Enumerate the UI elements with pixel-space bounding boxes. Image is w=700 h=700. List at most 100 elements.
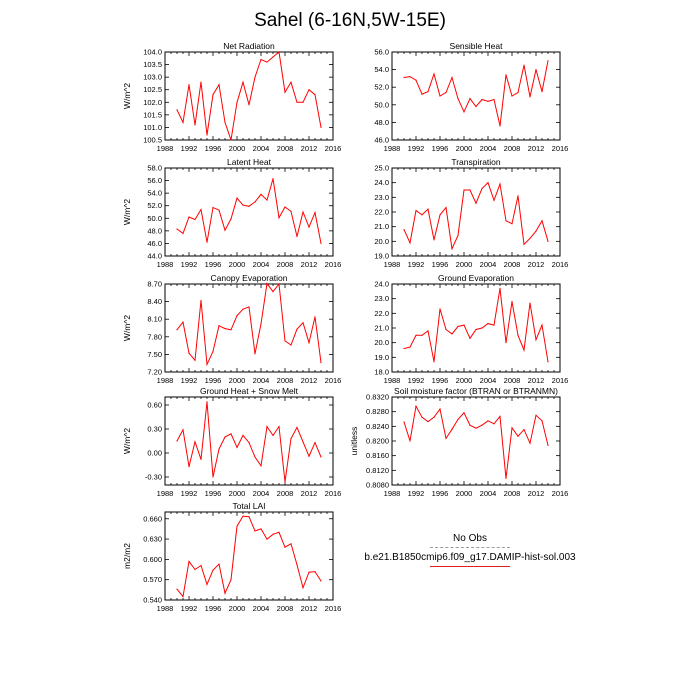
x-tick-label: 1996: [205, 260, 222, 269]
data-point: [517, 195, 519, 197]
data-point: [188, 216, 190, 218]
data-point: [266, 282, 268, 285]
data-point: [194, 441, 196, 443]
data-point: [403, 76, 405, 79]
data-point: [445, 328, 447, 331]
series-line: [176, 515, 322, 598]
legend-model-label: b.e21.B1850cmip6.f09_g17.DAMIP-hist-sol.…: [364, 552, 576, 563]
data-point: [242, 308, 244, 310]
data-point: [439, 308, 441, 310]
x-tick-label: 1996: [205, 489, 222, 498]
data-point: [284, 546, 286, 548]
data-point: [290, 543, 292, 545]
x-tick-label: 2012: [528, 489, 545, 498]
data-point: [254, 456, 256, 458]
x-tick-label: 1988: [157, 489, 174, 498]
data-point: [463, 324, 465, 326]
panel-title: Net Radiation: [223, 41, 275, 51]
data-point: [487, 420, 489, 422]
data-point: [320, 362, 322, 364]
data-point: [248, 442, 250, 444]
x-tick-label: 1992: [181, 376, 198, 385]
y-tick-label: 24.0: [374, 280, 389, 289]
data-point: [320, 456, 322, 458]
plot-frame: [391, 51, 561, 141]
data-point: [433, 361, 435, 363]
y-tick-label: 0.600: [143, 555, 162, 564]
data-point: [499, 287, 501, 289]
data-point: [224, 121, 226, 123]
x-tick-label: 2004: [480, 489, 497, 498]
data-point: [302, 101, 304, 103]
data-point: [296, 564, 298, 566]
data-point: [254, 353, 256, 355]
y-axis-label: W/m^2: [122, 428, 132, 454]
data-point: [505, 477, 507, 479]
x-tick-label: 2016: [325, 260, 342, 269]
data-point: [493, 98, 495, 101]
series-line: [403, 404, 549, 479]
data-point: [230, 579, 232, 581]
y-tick-label: 0.660: [143, 514, 162, 523]
data-point: [242, 81, 244, 83]
x-tick-label: 2000: [456, 144, 473, 153]
y-tick-label: 46.0: [147, 239, 162, 248]
data-point: [236, 197, 238, 199]
x-tick-label: 2016: [552, 144, 569, 153]
y-tick-label: 0.8120: [366, 466, 389, 475]
x-tick-label: 2016: [325, 489, 342, 498]
data-point: [475, 105, 477, 108]
data-point: [188, 84, 190, 86]
chart-panel-4: Canopy Evaporation W/m^2 1988 1992 1996 2000 2…: [122, 273, 341, 385]
y-tick-label: 56.0: [374, 48, 389, 57]
legend: No Obs b.e21.B1850cmip6.f09_g17.DAMIP-hi…: [360, 533, 580, 571]
data-point: [260, 465, 262, 467]
data-point: [421, 416, 423, 418]
data-point: [314, 570, 316, 573]
data-point: [272, 533, 274, 535]
data-point: [272, 178, 274, 180]
y-tick-label: 0.8320: [366, 393, 389, 402]
x-tick-label: 2000: [456, 489, 473, 498]
data-point: [427, 330, 429, 332]
data-point: [475, 427, 477, 429]
data-point: [218, 209, 220, 211]
data-point: [212, 207, 214, 209]
data-point: [487, 323, 489, 325]
data-point: [230, 218, 232, 220]
y-tick-label: 102.5: [143, 85, 162, 94]
data-point: [493, 324, 495, 326]
data-point: [236, 315, 238, 317]
data-point: [206, 583, 208, 586]
data-point: [176, 228, 178, 230]
data-point: [511, 223, 513, 225]
data-point: [200, 458, 202, 460]
panel-title: Transpiration: [451, 157, 501, 167]
data-point: [278, 217, 280, 219]
data-point: [308, 226, 310, 228]
data-point: [212, 350, 214, 353]
data-point: [487, 100, 489, 102]
data-point: [308, 89, 310, 91]
y-tick-label: 50.0: [147, 214, 162, 223]
data-point: [188, 560, 190, 563]
x-tick-label: 2000: [456, 260, 473, 269]
data-point: [284, 340, 286, 342]
data-point: [296, 235, 298, 238]
y-tick-label: 24.0: [374, 178, 389, 187]
x-tick-label: 2016: [552, 260, 569, 269]
data-point: [421, 214, 423, 216]
panel-title: Ground Heat + Snow Melt: [200, 386, 299, 396]
data-point: [194, 359, 196, 361]
data-point: [457, 234, 459, 237]
data-point: [188, 352, 190, 354]
data-point: [314, 316, 316, 318]
y-tick-label: 7.80: [147, 332, 162, 341]
y-tick-label: 56.0: [147, 176, 162, 185]
x-tick-label: 2008: [504, 376, 521, 385]
x-tick-label: 1988: [157, 144, 174, 153]
data-point: [314, 94, 316, 96]
x-tick-label: 2012: [301, 144, 318, 153]
data-point: [541, 324, 543, 326]
y-tick-label: 54.0: [374, 65, 389, 74]
